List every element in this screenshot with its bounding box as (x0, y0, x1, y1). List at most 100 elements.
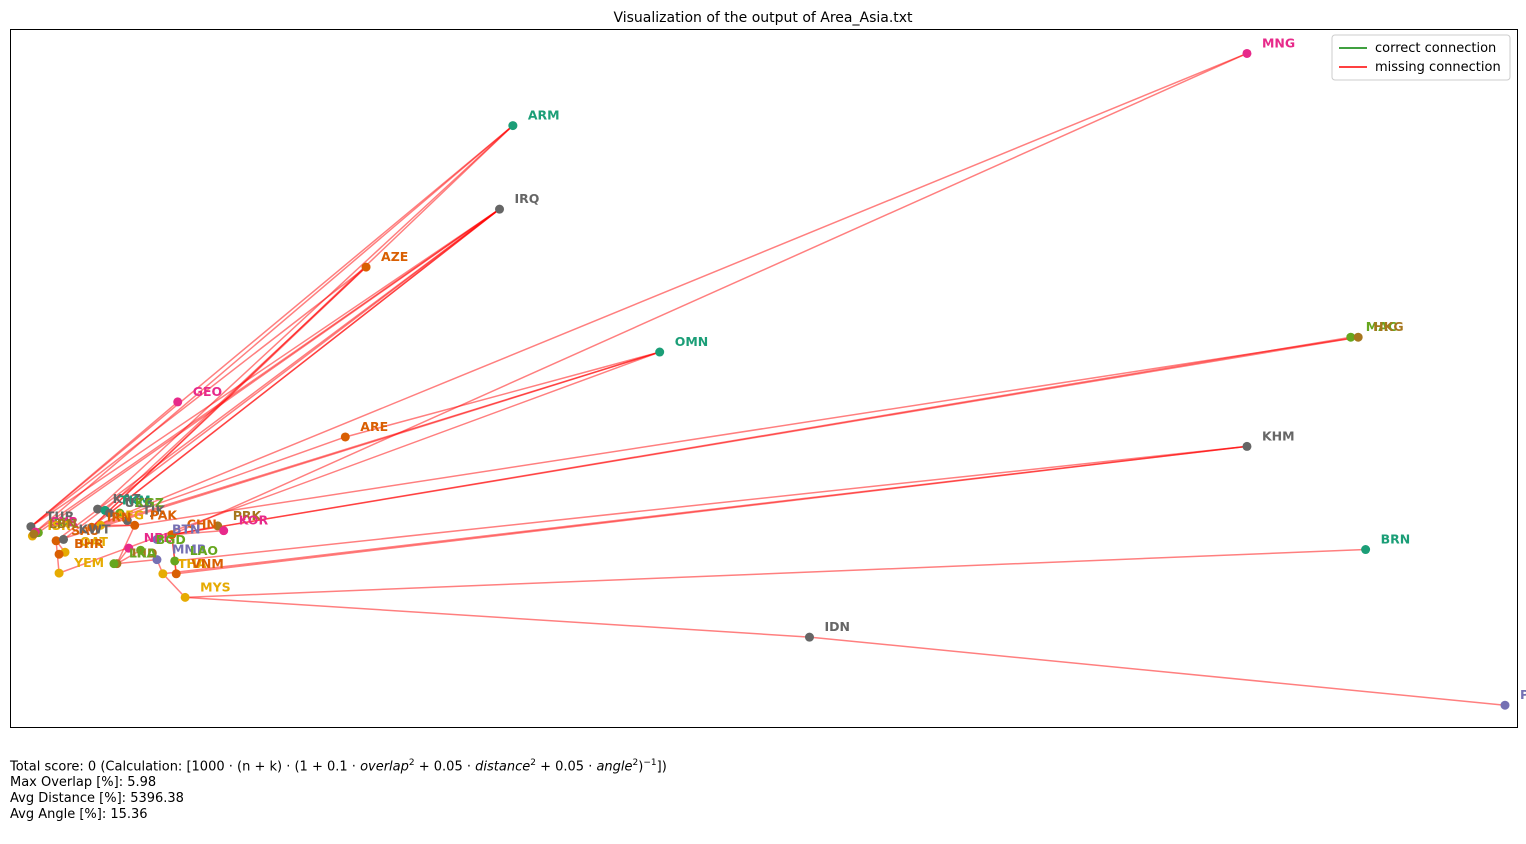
node-btn (152, 534, 162, 544)
legend: correct connection missing connection (1331, 34, 1511, 81)
node-label-yem: YEM (73, 555, 104, 570)
node-uzb (104, 508, 114, 518)
edge-mys-brn (185, 548, 1366, 599)
node-npl (124, 543, 134, 553)
node-mmr (152, 555, 162, 565)
node-label-btn: BTN (172, 521, 201, 536)
node-afg (96, 520, 106, 530)
node-label-mmr: MMR (172, 542, 207, 557)
node-tha (158, 569, 168, 579)
node-label-tur: TUR (46, 509, 75, 524)
avg-angle: Avg Angle [%]: 15.36 (10, 807, 148, 823)
formula-distance: distance (475, 759, 531, 775)
node-label-bhr: BHR (74, 536, 104, 551)
node-label-tha: THA (178, 556, 207, 571)
node-kor (219, 526, 229, 536)
formula-head: 1000 · (n + k) · (1 + 0.1 · (191, 759, 361, 775)
edge-tur-irq (30, 208, 500, 528)
node-sau (51, 536, 61, 546)
edge-tur-arm (30, 124, 514, 528)
node-bgd (136, 545, 146, 555)
edge-chn-kor (171, 529, 224, 536)
node-label-kwt: KWT (79, 521, 111, 536)
node-label-irq: IRQ (515, 191, 540, 206)
node-label-ind: IND (132, 546, 158, 561)
node-geo (173, 397, 183, 407)
node-kwt (59, 534, 69, 544)
edge-bgd-ind (116, 549, 142, 565)
node-are (340, 432, 350, 442)
node-label-kor: KOR (239, 513, 269, 528)
score-formula: Total score: 0 (Calculation: [1000 · (n … (10, 758, 667, 775)
node-hkg (1353, 332, 1363, 342)
score-prefix: Total score: 0 (Calculation: [ (10, 759, 192, 775)
edge-mys-idn (185, 596, 810, 638)
edge-irn-mng (91, 52, 1248, 528)
edge-tkm-aze (104, 266, 367, 511)
node-label-irn: IRN (107, 509, 132, 524)
node-label-khm: KHM (1262, 428, 1295, 443)
edge-ind-mmr (116, 558, 158, 565)
node-label-afg: AFG (116, 507, 144, 522)
node-label-prk: PRK (233, 508, 263, 523)
formula-angle: angle (596, 759, 633, 775)
legend-label-correct: correct connection (1375, 41, 1496, 56)
node-label-bgd: BGD (156, 532, 186, 547)
node-tjk (122, 516, 132, 526)
edge-afg-omn (100, 351, 660, 526)
node-idn (804, 632, 814, 642)
node-label-phl: PHL (1520, 687, 1526, 702)
edge-pak-hkg (134, 336, 1359, 526)
legend-label-missing: missing connection (1375, 60, 1501, 75)
node-mac (1346, 332, 1356, 342)
node-phl (1500, 700, 1510, 710)
node-label-omn: OMN (675, 334, 709, 349)
node-khm (1242, 441, 1252, 451)
node-label-sau: SAU (71, 523, 99, 538)
node-lbn (29, 529, 39, 539)
legend-box (1331, 34, 1511, 81)
node-mng (1242, 48, 1252, 58)
node-omn (655, 347, 665, 357)
edge-jor-irq (37, 208, 500, 534)
node-label-geo: GEO (193, 384, 222, 399)
chart-title: Visualization of the output of Area_Asia… (613, 10, 913, 26)
avg-distance: Avg Distance [%]: 5396.38 (10, 791, 184, 807)
score-suffix: ]) (656, 759, 667, 775)
node-arm (508, 121, 518, 131)
edge-are-omn (345, 351, 660, 438)
node-kaz (93, 504, 103, 514)
node-label-brn: BRN (1381, 532, 1411, 547)
node-brn (1361, 545, 1371, 555)
node-label-chn: CHN (187, 517, 217, 532)
node-label-mys: MYS (200, 579, 231, 594)
node-irn (87, 522, 97, 532)
node-lao (170, 556, 180, 566)
edges-layer (30, 52, 1506, 706)
plot-frame (10, 29, 1518, 728)
node-label-tjk: TJK (142, 503, 166, 518)
node-label-aze: AZE (381, 249, 408, 264)
node-mys (180, 592, 190, 602)
node-label-idn: IDN (824, 619, 850, 634)
node-label-isr: ISR (47, 518, 71, 533)
node-label-kaz: KAZ (113, 491, 141, 506)
node-label-are: ARE (360, 419, 388, 434)
node-label-mac: MAC (1366, 319, 1397, 334)
node-yem (54, 568, 64, 578)
edge-irn-are (91, 436, 346, 528)
node-kgz (115, 508, 125, 518)
node-label-syr: SYR (50, 514, 78, 529)
node-label-lka: LKA (129, 546, 157, 561)
edge-kaz-arm (97, 125, 514, 510)
node-chn (167, 530, 177, 540)
edge-ind-pak (116, 524, 136, 564)
node-label-kgz: KGZ (135, 495, 164, 510)
node-bhr (54, 549, 64, 559)
edge-chn-prk (171, 525, 218, 536)
edge-chn-vnm (171, 534, 177, 574)
edge-idn-phl (809, 636, 1506, 706)
node-irq (495, 204, 505, 214)
